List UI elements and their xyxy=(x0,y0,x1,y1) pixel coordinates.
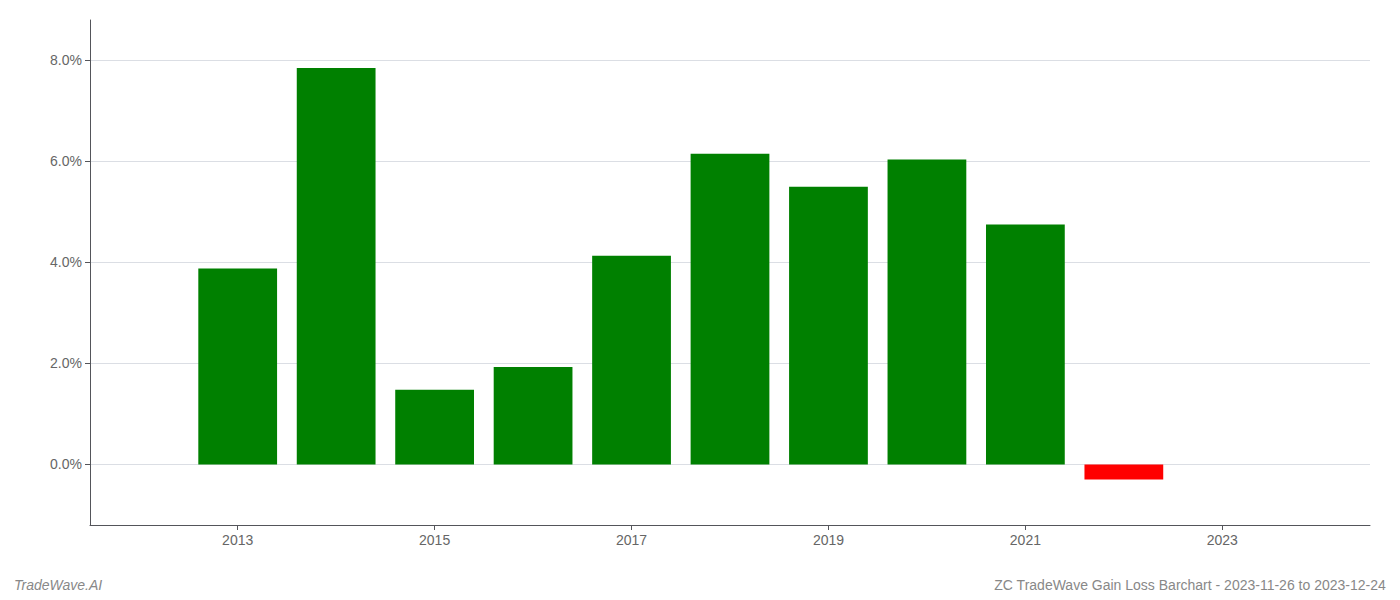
svg-text:6.0%: 6.0% xyxy=(50,153,82,169)
svg-text:2019: 2019 xyxy=(813,532,844,548)
svg-text:2.0%: 2.0% xyxy=(50,355,82,371)
svg-text:2013: 2013 xyxy=(222,532,253,548)
svg-text:2023: 2023 xyxy=(1207,532,1238,548)
svg-text:8.0%: 8.0% xyxy=(50,52,82,68)
svg-text:4.0%: 4.0% xyxy=(50,254,82,270)
svg-text:0.0%: 0.0% xyxy=(50,456,82,472)
svg-text:2021: 2021 xyxy=(1010,532,1041,548)
svg-text:2015: 2015 xyxy=(419,532,450,548)
svg-text:ZC TradeWave Gain Loss Barchar: ZC TradeWave Gain Loss Barchart - 2023-1… xyxy=(994,577,1386,593)
svg-text:2017: 2017 xyxy=(616,532,647,548)
svg-text:TradeWave.AI: TradeWave.AI xyxy=(14,577,102,593)
